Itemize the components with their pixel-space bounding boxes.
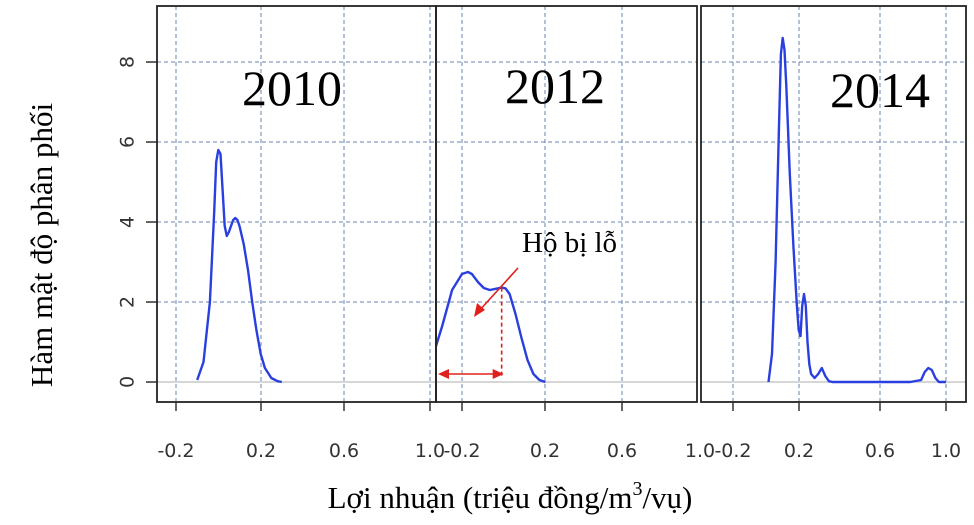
loss-range-arrowhead-right (492, 369, 504, 379)
x-tick-label: 0.2 (784, 440, 814, 462)
y-tick-label: 8 (117, 56, 139, 68)
y-tick-label: 6 (117, 136, 139, 148)
panel-border (700, 5, 967, 403)
panel-2014: -0.2 0.2 0.6 1.0 2014 (700, 5, 967, 462)
x-tick-label: -0.2 (157, 440, 194, 462)
x-axis-label-main: Lợi nhuận (triệu đồng/m (328, 480, 633, 515)
density-line (196, 148, 283, 384)
x-tick-label: -0.2 (443, 440, 480, 462)
y-tick-label: 2 (117, 296, 139, 308)
x-tick-label: 0.6 (865, 440, 895, 462)
x-axis-label-sup: 3 (632, 478, 642, 500)
annotation-arrow-line (477, 267, 519, 313)
x-tick-label: 1.0 (415, 440, 445, 462)
panel-2012: -0.2 0.2 0.6 1.0 2012 Hộ bị lỗ (435, 5, 715, 462)
x-tick-label: 1.0 (931, 440, 961, 462)
y-tick-label: 4 (117, 216, 139, 228)
loss-range-arrowhead-left (438, 369, 449, 379)
panel-border (435, 5, 698, 403)
y-tick-label: 0 (117, 376, 139, 388)
panel-title: 2014 (830, 62, 930, 118)
annotation-arrowhead (474, 303, 485, 317)
x-tick-label: 0.2 (246, 440, 276, 462)
x-tick-label: 0.2 (530, 440, 560, 462)
panel-title: 2012 (505, 58, 605, 114)
density-line (436, 270, 546, 384)
y-axis-label: Hàm mật độ phân phối (24, 103, 59, 388)
x-axis-label: Lợi nhuận (triệu đồng/m3/vụ) (328, 478, 693, 515)
x-tick-label: 1.0 (685, 440, 715, 462)
panel-2010: -0.2 0.2 0.6 1.0 2010 (156, 5, 445, 462)
panels-layer: 0 2 4 6 8 -0.2 0.2 0.6 1.0 2010 -0.2 0.2 0.6 1.0 2012 H… (117, 5, 967, 462)
x-tick-label: 0.6 (607, 440, 637, 462)
loss-annotation-label: Hộ bị lỗ (522, 227, 617, 259)
x-tick-label: -0.2 (714, 440, 751, 462)
density-line (767, 36, 946, 384)
panel-title: 2010 (242, 60, 342, 116)
x-tick-label: 0.6 (329, 440, 359, 462)
x-axis-label-end: /vụ) (642, 480, 692, 515)
